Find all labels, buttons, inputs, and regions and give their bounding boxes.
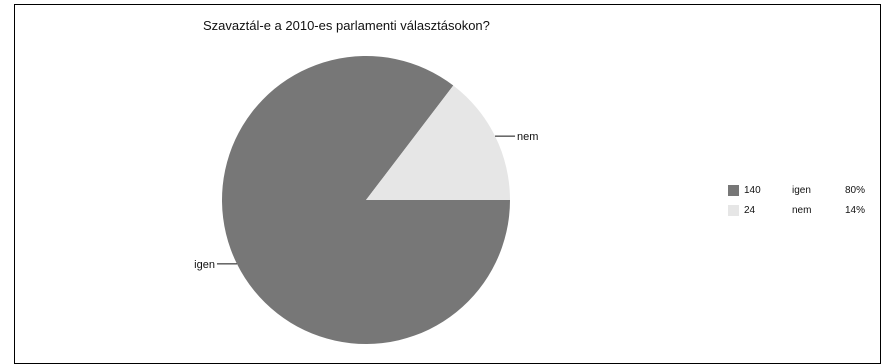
- chart-legend: 140 igen 80% 24 nem 14%: [728, 180, 885, 220]
- legend-label-nem: nem: [792, 204, 812, 216]
- pie-chart: igen nem: [194, 56, 538, 345]
- legend-percent-igen: 80%: [845, 184, 866, 196]
- legend-label-igen: igen: [792, 184, 811, 196]
- legend-item-igen: 140 igen 80%: [728, 180, 885, 200]
- legend-count-nem: 24: [744, 204, 756, 216]
- slice-label-igen: igen: [194, 259, 215, 271]
- slice-label-nem: nem: [517, 131, 538, 143]
- pie-slice-igen: [222, 56, 510, 345]
- legend-swatch-nem: [728, 204, 739, 216]
- legend-swatch-igen: [728, 184, 739, 196]
- pie-slice-nem: [366, 85, 510, 200]
- chart-title: Szavaztál-e a 2010-es parlamenti választ…: [203, 18, 490, 33]
- legend-count-igen: 140: [744, 184, 761, 196]
- legend-item-nem: 24 nem 14%: [728, 200, 885, 220]
- legend-percent-nem: 14%: [845, 204, 866, 216]
